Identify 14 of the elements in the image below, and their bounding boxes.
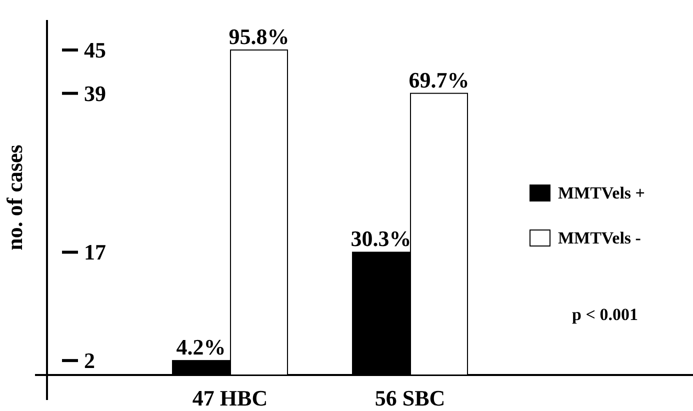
y-tick-label: 17 xyxy=(84,240,106,265)
annotation: 69.7% xyxy=(408,67,470,92)
text: p < 0.001 xyxy=(572,305,638,324)
y-tick-label: 39 xyxy=(84,80,106,106)
legend-label: MMTVels + xyxy=(558,184,645,202)
annotation: 30.3% xyxy=(350,226,412,252)
y-tick-label: 45 xyxy=(84,38,106,62)
x-tick-label: 56 SBC xyxy=(374,386,446,410)
annotation: 95.8% xyxy=(228,24,290,49)
y-tick-label: 2 xyxy=(84,348,95,374)
y-axis-title: no. of cases xyxy=(2,144,27,250)
x-tick-label: 47 HBC xyxy=(192,386,268,410)
annotation: 4.2% xyxy=(176,334,226,360)
legend-label: MMTVels - xyxy=(558,228,642,248)
